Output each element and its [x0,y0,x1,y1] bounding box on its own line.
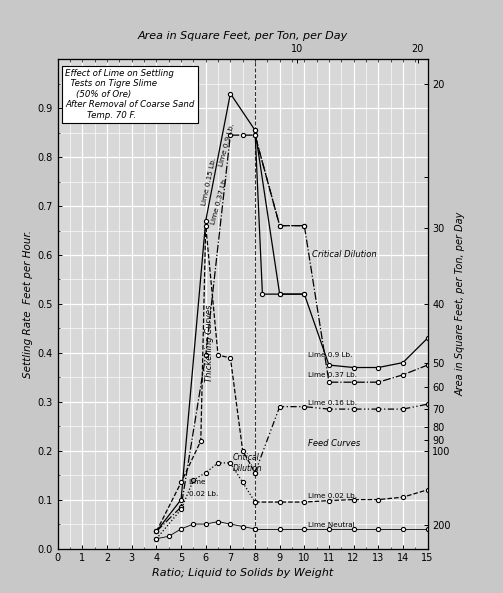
Text: Critical
Dilution: Critical Dilution [233,453,263,473]
Text: Lime Neutral: Lime Neutral [308,522,355,528]
Y-axis label: Settling Rate  Feet per Hour.: Settling Rate Feet per Hour. [24,230,33,378]
Text: Lime 0.15 Lb.: Lime 0.15 Lb. [201,157,217,206]
Text: Feed Curves: Feed Curves [308,439,360,448]
Text: Lime 0.9 Lb.: Lime 0.9 Lb. [308,352,353,358]
X-axis label: Area in Square Feet, per Ton, per Day: Area in Square Feet, per Ton, per Day [138,31,348,41]
Text: Lime 0.16 Lb.: Lime 0.16 Lb. [308,400,357,406]
Text: Lime 0.9 Lb.: Lime 0.9 Lb. [218,123,235,167]
Text: Lime 0.37 Lb.: Lime 0.37 Lb. [308,372,357,378]
Text: Critical Dilution: Critical Dilution [312,250,376,260]
Text: Lime 0.02 Lb.: Lime 0.02 Lb. [308,493,357,499]
Y-axis label: Area in Square Feet, per Ton, per Day: Area in Square Feet, per Ton, per Day [455,212,465,396]
Text: Effect of Lime on Settling
  Tests on Tigre Slime
    (50% of Ore)
After Removal: Effect of Lime on Settling Tests on Tigr… [65,69,195,120]
Text: Thickening Curves: Thickening Curves [205,304,214,382]
Text: Lime 0.37 Lb.: Lime 0.37 Lb. [210,177,228,226]
X-axis label: Ratio; Liquid to Solids by Weight: Ratio; Liquid to Solids by Weight [152,568,333,578]
Text: 0.02 Lb.: 0.02 Lb. [189,491,218,497]
Text: Lime: Lime [188,479,206,485]
